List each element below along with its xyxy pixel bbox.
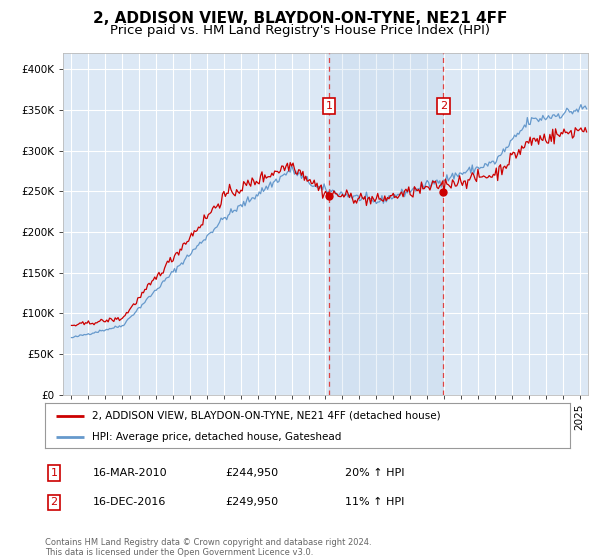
Text: Price paid vs. HM Land Registry's House Price Index (HPI): Price paid vs. HM Land Registry's House … bbox=[110, 24, 490, 36]
Text: £249,950: £249,950 bbox=[225, 497, 278, 507]
Text: 2, ADDISON VIEW, BLAYDON-ON-TYNE, NE21 4FF: 2, ADDISON VIEW, BLAYDON-ON-TYNE, NE21 4… bbox=[93, 11, 507, 26]
Text: Contains HM Land Registry data © Crown copyright and database right 2024.
This d: Contains HM Land Registry data © Crown c… bbox=[45, 538, 371, 557]
Text: £244,950: £244,950 bbox=[225, 468, 278, 478]
Text: 16-DEC-2016: 16-DEC-2016 bbox=[93, 497, 166, 507]
Text: 2: 2 bbox=[440, 101, 447, 111]
Text: 16-MAR-2010: 16-MAR-2010 bbox=[93, 468, 167, 478]
Text: 2: 2 bbox=[50, 497, 58, 507]
Text: HPI: Average price, detached house, Gateshead: HPI: Average price, detached house, Gate… bbox=[92, 432, 341, 442]
Bar bbox=[329, 53, 443, 395]
Text: 1: 1 bbox=[50, 468, 58, 478]
Text: 1: 1 bbox=[326, 101, 332, 111]
Text: 20% ↑ HPI: 20% ↑ HPI bbox=[345, 468, 404, 478]
Text: 11% ↑ HPI: 11% ↑ HPI bbox=[345, 497, 404, 507]
Text: 2, ADDISON VIEW, BLAYDON-ON-TYNE, NE21 4FF (detached house): 2, ADDISON VIEW, BLAYDON-ON-TYNE, NE21 4… bbox=[92, 410, 441, 421]
